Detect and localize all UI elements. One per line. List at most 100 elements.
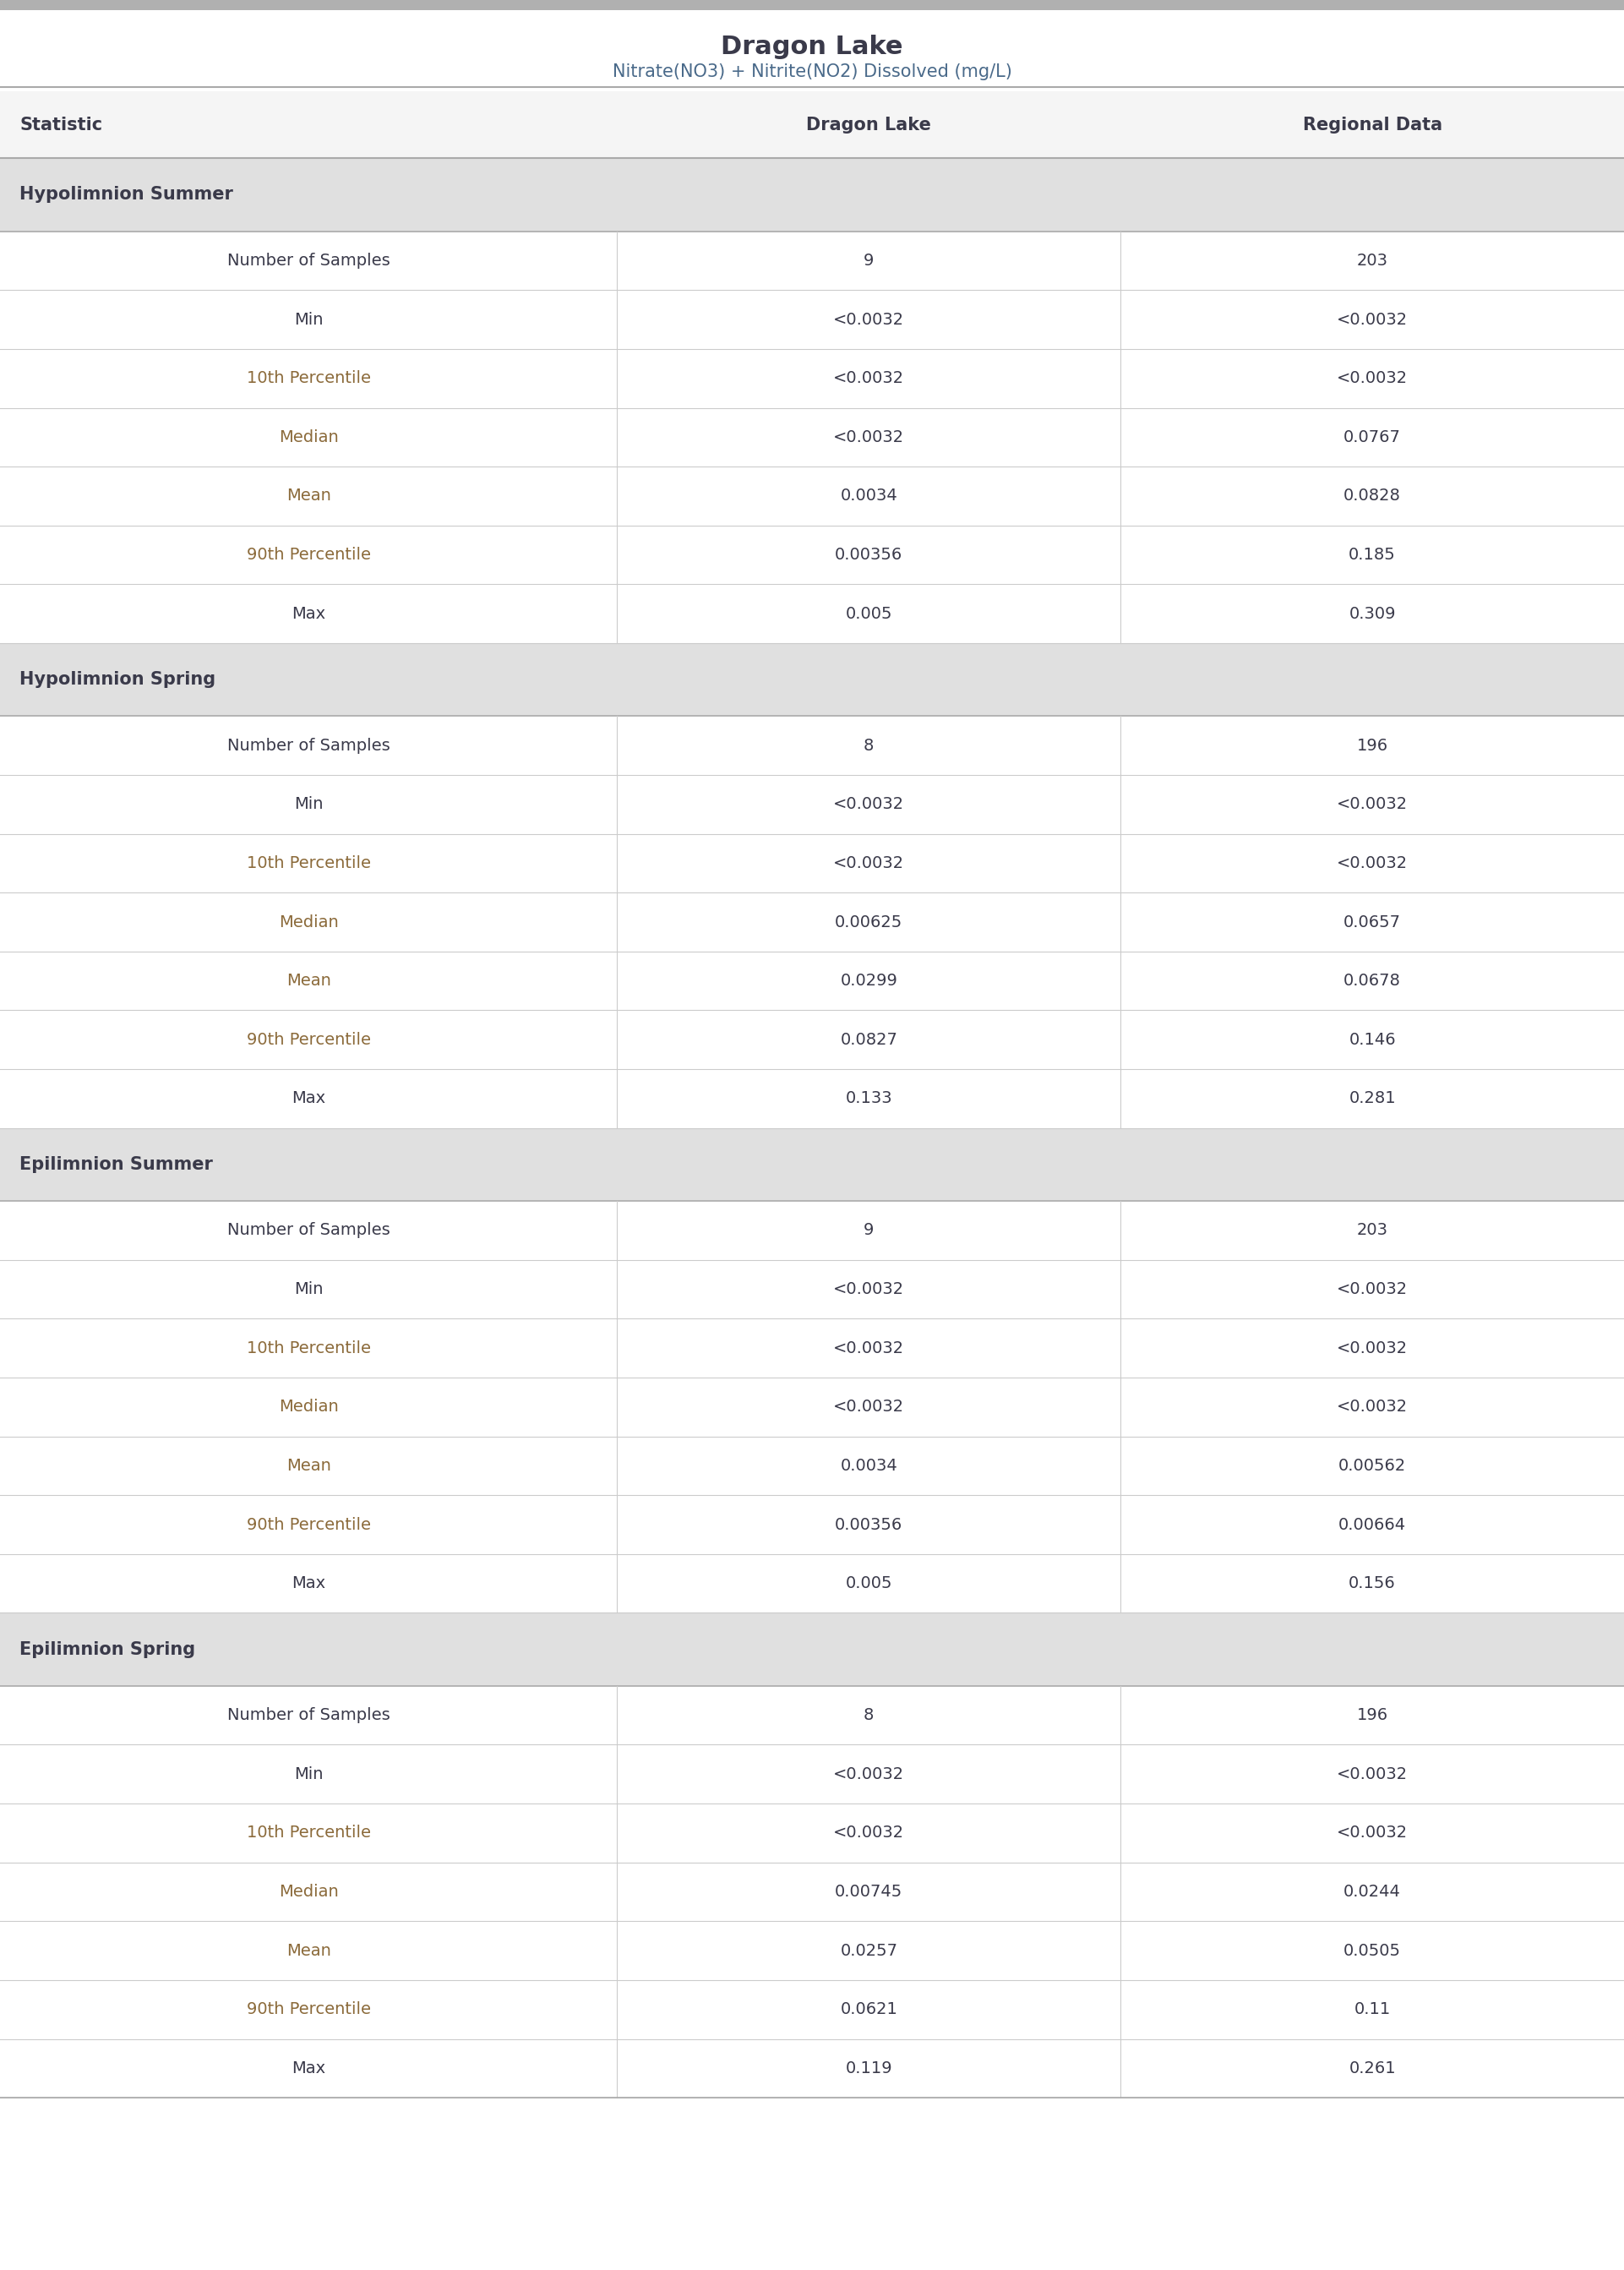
Text: 0.00664: 0.00664 [1338, 1516, 1406, 1532]
Text: 203: 203 [1356, 252, 1389, 268]
Text: 0.0827: 0.0827 [840, 1033, 898, 1049]
Text: Max: Max [292, 606, 325, 622]
Text: <0.0032: <0.0032 [833, 856, 905, 872]
Bar [0, 1555, 1624, 1614]
Bar [0, 1378, 1624, 1437]
Text: Number of Samples: Number of Samples [227, 252, 390, 268]
Text: <0.0032: <0.0032 [1337, 1398, 1408, 1414]
Text: Max: Max [292, 1575, 325, 1591]
Text: 0.0034: 0.0034 [840, 488, 898, 504]
Text: <0.0032: <0.0032 [1337, 797, 1408, 813]
Text: Hypolimnion Spring: Hypolimnion Spring [19, 672, 216, 688]
Text: Min: Min [294, 1766, 323, 1782]
Text: 0.0257: 0.0257 [840, 1943, 898, 1959]
Text: 0.00356: 0.00356 [835, 547, 903, 563]
Text: 0.281: 0.281 [1350, 1090, 1395, 1108]
Bar [0, 951, 1624, 1010]
Bar [0, 291, 1624, 350]
Text: 0.146: 0.146 [1350, 1033, 1395, 1049]
Text: <0.0032: <0.0032 [1337, 856, 1408, 872]
Text: 0.119: 0.119 [846, 2061, 892, 2077]
Text: <0.0032: <0.0032 [1337, 1339, 1408, 1355]
Text: <0.0032: <0.0032 [1337, 311, 1408, 327]
Text: Median: Median [279, 1398, 338, 1414]
Text: 8: 8 [864, 738, 874, 754]
Text: 196: 196 [1356, 1707, 1389, 1723]
Bar [0, 91, 1624, 159]
Text: 0.0034: 0.0034 [840, 1457, 898, 1473]
Text: 0.0828: 0.0828 [1343, 488, 1402, 504]
Bar [0, 715, 1624, 774]
Text: Max: Max [292, 1090, 325, 1108]
Bar [0, 583, 1624, 642]
Bar [0, 1496, 1624, 1555]
Text: Dragon Lake: Dragon Lake [721, 34, 903, 59]
Text: <0.0032: <0.0032 [1337, 1280, 1408, 1296]
Text: Number of Samples: Number of Samples [227, 738, 390, 754]
Bar [0, 642, 1624, 715]
Text: 0.0621: 0.0621 [840, 2002, 898, 2018]
Text: <0.0032: <0.0032 [833, 1339, 905, 1355]
Bar [0, 1614, 1624, 1687]
Bar [0, 409, 1624, 468]
Text: 0.309: 0.309 [1350, 606, 1395, 622]
Bar [0, 232, 1624, 291]
Text: <0.0032: <0.0032 [1337, 370, 1408, 386]
Text: Number of Samples: Number of Samples [227, 1707, 390, 1723]
Text: Min: Min [294, 311, 323, 327]
Text: 0.005: 0.005 [846, 606, 892, 622]
Text: <0.0032: <0.0032 [833, 1825, 905, 1841]
Text: 90th Percentile: 90th Percentile [247, 2002, 370, 2018]
Bar [0, 1746, 1624, 1802]
Text: 90th Percentile: 90th Percentile [247, 1516, 370, 1532]
Text: <0.0032: <0.0032 [833, 370, 905, 386]
Text: Mean: Mean [286, 974, 331, 990]
Bar [0, 774, 1624, 833]
Text: Epilimnion Summer: Epilimnion Summer [19, 1155, 213, 1174]
Text: <0.0032: <0.0032 [833, 1280, 905, 1296]
Text: 0.0505: 0.0505 [1343, 1943, 1402, 1959]
Bar [0, 1069, 1624, 1128]
Text: Min: Min [294, 797, 323, 813]
Bar [0, 892, 1624, 951]
Text: 90th Percentile: 90th Percentile [247, 547, 370, 563]
Bar [0, 1861, 1624, 1920]
Text: 0.00745: 0.00745 [835, 1884, 903, 1900]
Text: 0.005: 0.005 [846, 1575, 892, 1591]
Bar [0, 1802, 1624, 1861]
Text: 10th Percentile: 10th Percentile [247, 370, 370, 386]
Text: <0.0032: <0.0032 [833, 1766, 905, 1782]
Text: <0.0032: <0.0032 [833, 797, 905, 813]
Bar [0, 350, 1624, 409]
Text: 0.00562: 0.00562 [1338, 1457, 1406, 1473]
Text: Nitrate(NO3) + Nitrite(NO2) Dissolved (mg/L): Nitrate(NO3) + Nitrite(NO2) Dissolved (m… [612, 64, 1012, 79]
Text: 196: 196 [1356, 738, 1389, 754]
Text: 10th Percentile: 10th Percentile [247, 1825, 370, 1841]
Bar [0, 1260, 1624, 1319]
Text: 0.133: 0.133 [846, 1090, 892, 1108]
Bar [0, 524, 1624, 583]
Text: 0.156: 0.156 [1348, 1575, 1397, 1591]
Text: 9: 9 [864, 252, 874, 268]
Text: <0.0032: <0.0032 [1337, 1766, 1408, 1782]
Text: Statistic: Statistic [19, 116, 102, 134]
Text: 90th Percentile: 90th Percentile [247, 1033, 370, 1049]
Text: Mean: Mean [286, 1943, 331, 1959]
Bar [0, 1319, 1624, 1378]
Text: 0.0657: 0.0657 [1343, 915, 1402, 931]
Bar [0, 0, 1624, 9]
Bar [0, 1687, 1624, 1746]
Bar [0, 1201, 1624, 1260]
Text: <0.0032: <0.0032 [1337, 1825, 1408, 1841]
Text: 0.0299: 0.0299 [840, 974, 898, 990]
Bar [0, 1979, 1624, 2038]
Text: Median: Median [279, 915, 338, 931]
Bar [0, 1010, 1624, 1069]
Text: 0.0678: 0.0678 [1343, 974, 1402, 990]
Text: Mean: Mean [286, 1457, 331, 1473]
Bar [0, 1920, 1624, 1979]
Text: 0.00625: 0.00625 [835, 915, 903, 931]
Text: 9: 9 [864, 1221, 874, 1239]
Text: 0.00356: 0.00356 [835, 1516, 903, 1532]
Bar [0, 1437, 1624, 1496]
